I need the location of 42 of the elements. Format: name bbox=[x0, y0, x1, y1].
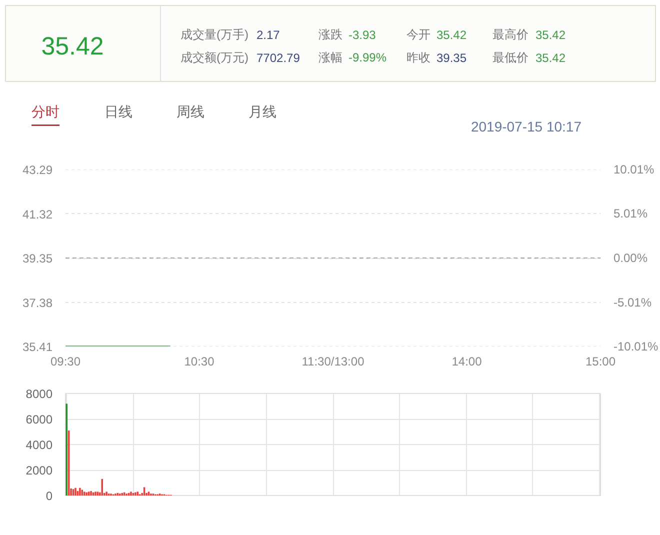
data-label: 35.42 bbox=[536, 51, 566, 65]
category-label: 今开 bbox=[406, 28, 430, 42]
category-label: 最低价 bbox=[492, 50, 528, 64]
y2-tick-label: -10.01% bbox=[614, 340, 659, 354]
y-tick-label: 2000 bbox=[26, 464, 53, 478]
category-label: 涨跌 bbox=[318, 28, 342, 42]
text: 月线 bbox=[248, 104, 276, 120]
y-tick-label: 39.35 bbox=[22, 252, 53, 266]
y-tick-label: 8000 bbox=[26, 387, 53, 401]
x-tick-label: 14:00 bbox=[452, 354, 482, 368]
y-tick-label: 0 bbox=[46, 489, 53, 503]
y2-tick-label: 0.00% bbox=[614, 251, 648, 265]
category-label: 涨幅 bbox=[318, 50, 342, 64]
data-label: 39.35 bbox=[436, 51, 467, 65]
data-label: 35.42 bbox=[436, 28, 467, 42]
y-tick-label: 6000 bbox=[26, 412, 53, 426]
chart-subtitle: 2019-07-15 10:17 bbox=[470, 118, 582, 134]
category-label: 最高价 bbox=[492, 28, 528, 42]
data-label: 7702.79 bbox=[256, 51, 300, 65]
y-tick-label: 4000 bbox=[26, 438, 53, 452]
category-label: 成交量(万手) bbox=[180, 28, 248, 42]
data-label: 35.42 bbox=[536, 28, 566, 42]
y2-tick-label: 5.01% bbox=[614, 206, 648, 221]
text: 分时 bbox=[32, 104, 60, 120]
x-tick-label: 15:00 bbox=[585, 354, 616, 368]
data-label: 2.17 bbox=[256, 28, 280, 42]
data-label: -9.99% bbox=[348, 50, 387, 64]
y2-tick-label: 10.01% bbox=[614, 162, 655, 176]
y-tick-label: 41.32 bbox=[22, 207, 53, 222]
text: 周线 bbox=[176, 104, 204, 120]
x-tick-label: 11:30/13:00 bbox=[302, 354, 365, 368]
y2-tick-label: -5.01% bbox=[614, 295, 652, 310]
x-tick-label: 10:30 bbox=[184, 354, 215, 368]
category-label: 昨收 bbox=[406, 50, 430, 64]
y-tick-label: 35.41 bbox=[22, 340, 53, 354]
x-tick-label: 09:30 bbox=[50, 354, 81, 368]
y-tick-label: 37.38 bbox=[22, 296, 53, 310]
text: 35.42 bbox=[41, 32, 104, 60]
y-tick-label: 43.29 bbox=[22, 163, 53, 177]
category-label: 成交额(万元) bbox=[180, 50, 248, 64]
data-label: -3.93 bbox=[348, 28, 376, 42]
text: 日线 bbox=[104, 104, 132, 120]
